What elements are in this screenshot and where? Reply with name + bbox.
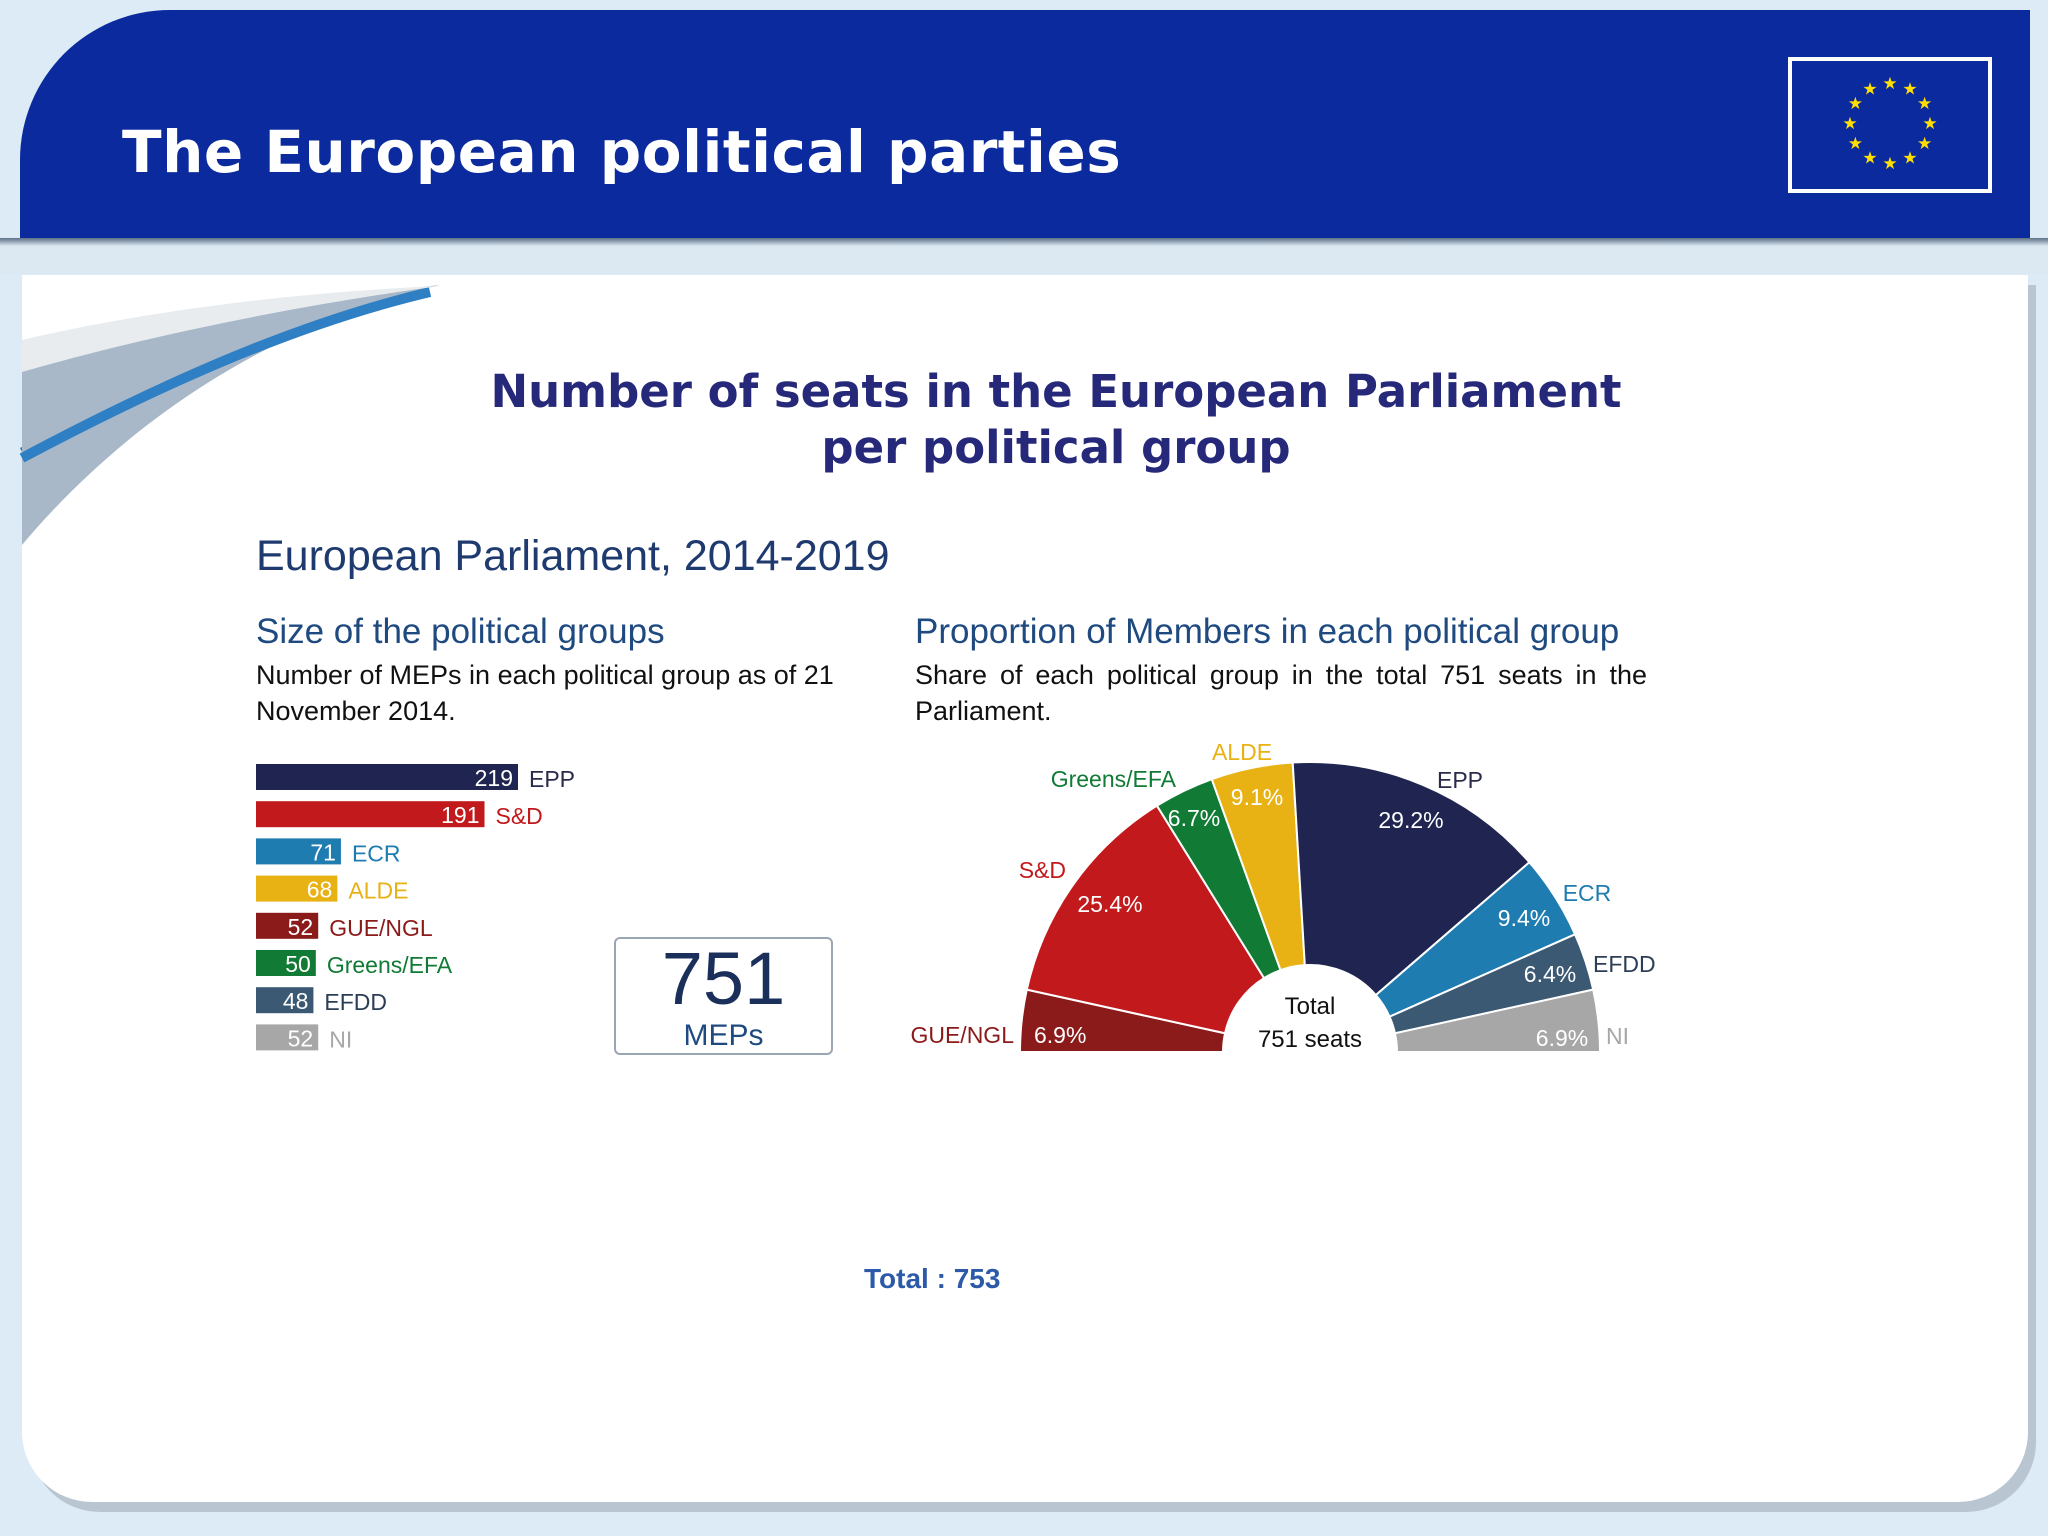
slice-category-label: EFDD (1593, 951, 1656, 977)
bar-category-label: S&D (496, 803, 543, 829)
bar-value-label: 219 (475, 765, 513, 791)
slice-value-label: 6.7% (1168, 805, 1220, 831)
slice-category-label: S&D (1019, 857, 1066, 883)
eu-star-icon: ★ (1922, 114, 1937, 134)
slice-value-label: 6.9% (1536, 1025, 1588, 1051)
bar-value-label: 52 (288, 914, 314, 940)
eu-flag-icon: ★ ★ ★ ★ ★ ★ ★ ★ ★ ★ ★ ★ (1788, 57, 1992, 193)
bar-epp (256, 764, 518, 790)
slice-category-label: NI (1606, 1023, 1629, 1049)
page-title: The European political parties (122, 118, 1122, 186)
bar-category-label: EPP (529, 766, 575, 792)
bar-efdd (256, 987, 314, 1014)
header-shadow (0, 238, 2048, 274)
right-panel-description: Share of each political group in the tot… (915, 660, 1647, 726)
left-panel-description: Number of MEPs in each political group a… (256, 660, 834, 726)
slice-sd (1025, 804, 1266, 1035)
eu-star-icon: ★ (1882, 74, 1897, 94)
slice-value-label: 29.2% (1378, 807, 1443, 833)
meps-total-box: 751 MEPs (614, 937, 833, 1055)
slice-value-label: 6.4% (1524, 961, 1576, 987)
slice-category-label: Greens/EFA (1051, 766, 1177, 792)
slice-epp (1291, 761, 1531, 997)
eu-star-icon: ★ (1848, 134, 1863, 154)
bar-ni (256, 1024, 319, 1051)
eu-star-icon: ★ (1882, 154, 1897, 174)
content-panel (22, 275, 2028, 1502)
bar-value-label: 52 (288, 1025, 314, 1051)
bar-category-label: ECR (352, 840, 401, 866)
meps-total-number: 751 (661, 937, 786, 1020)
meps-total-label: MEPs (683, 1019, 764, 1052)
total-note: Total : 753 (864, 1263, 1001, 1294)
main-title-line2: per political group (821, 421, 1291, 474)
bar-value-label: 68 (307, 877, 333, 903)
bar-category-label: EFDD (324, 989, 387, 1015)
bar-category-label: Greens/EFA (327, 952, 453, 978)
slice-value-label: 6.9% (1034, 1022, 1086, 1048)
bar-value-label: 48 (283, 988, 309, 1014)
slice-category-label: ALDE (1212, 739, 1272, 765)
bar-category-label: ALDE (348, 878, 408, 904)
chart-baseline-mask (1014, 1052, 1606, 1082)
eu-star-icon: ★ (1917, 134, 1932, 154)
bar-ecr (256, 838, 341, 865)
chart-subtitle: European Parliament, 2014-2019 (256, 532, 890, 580)
right-panel-title: Proportion of Members in each political … (915, 612, 1620, 651)
eu-star-icon: ★ (1862, 79, 1877, 99)
bar-category-label: GUE/NGL (329, 915, 433, 941)
eu-star-icon: ★ (1848, 94, 1863, 114)
main-title: Number of seats in the European Parliame… (356, 364, 1756, 476)
eu-star-icon: ★ (1862, 149, 1877, 169)
bar-greensefa (256, 950, 316, 976)
donut-center-label: Total (1285, 993, 1336, 1020)
bar-category-label: NI (329, 1026, 352, 1052)
bar-sd (256, 801, 485, 828)
left-panel-title: Size of the political groups (256, 612, 665, 651)
eu-star-icon: ★ (1842, 114, 1857, 134)
bar-value-label: 191 (441, 802, 479, 828)
eu-star-icon: ★ (1902, 149, 1917, 169)
bar-value-label: 71 (310, 839, 336, 865)
bar-guengl (256, 912, 319, 939)
slice-value-label: 9.1% (1231, 784, 1283, 810)
main-title-line1: Number of seats in the European Parliame… (490, 365, 1622, 418)
donut-center-seats: 751 seats (1258, 1026, 1362, 1053)
eu-stars: ★ ★★★★★★★★★★★ (1842, 74, 1937, 174)
eu-star-icon: ★ (1902, 79, 1917, 99)
slice-category-label: GUE/NGL (910, 1022, 1014, 1048)
slice-value-label: 25.4% (1077, 891, 1142, 917)
eu-star-icon: ★ (1917, 94, 1932, 114)
bar-alde (256, 875, 338, 902)
slice-category-label: ECR (1563, 880, 1612, 906)
slice-value-label: 9.4% (1498, 905, 1550, 931)
slice-category-label: EPP (1437, 767, 1483, 793)
bar-value-label: 50 (285, 951, 311, 977)
